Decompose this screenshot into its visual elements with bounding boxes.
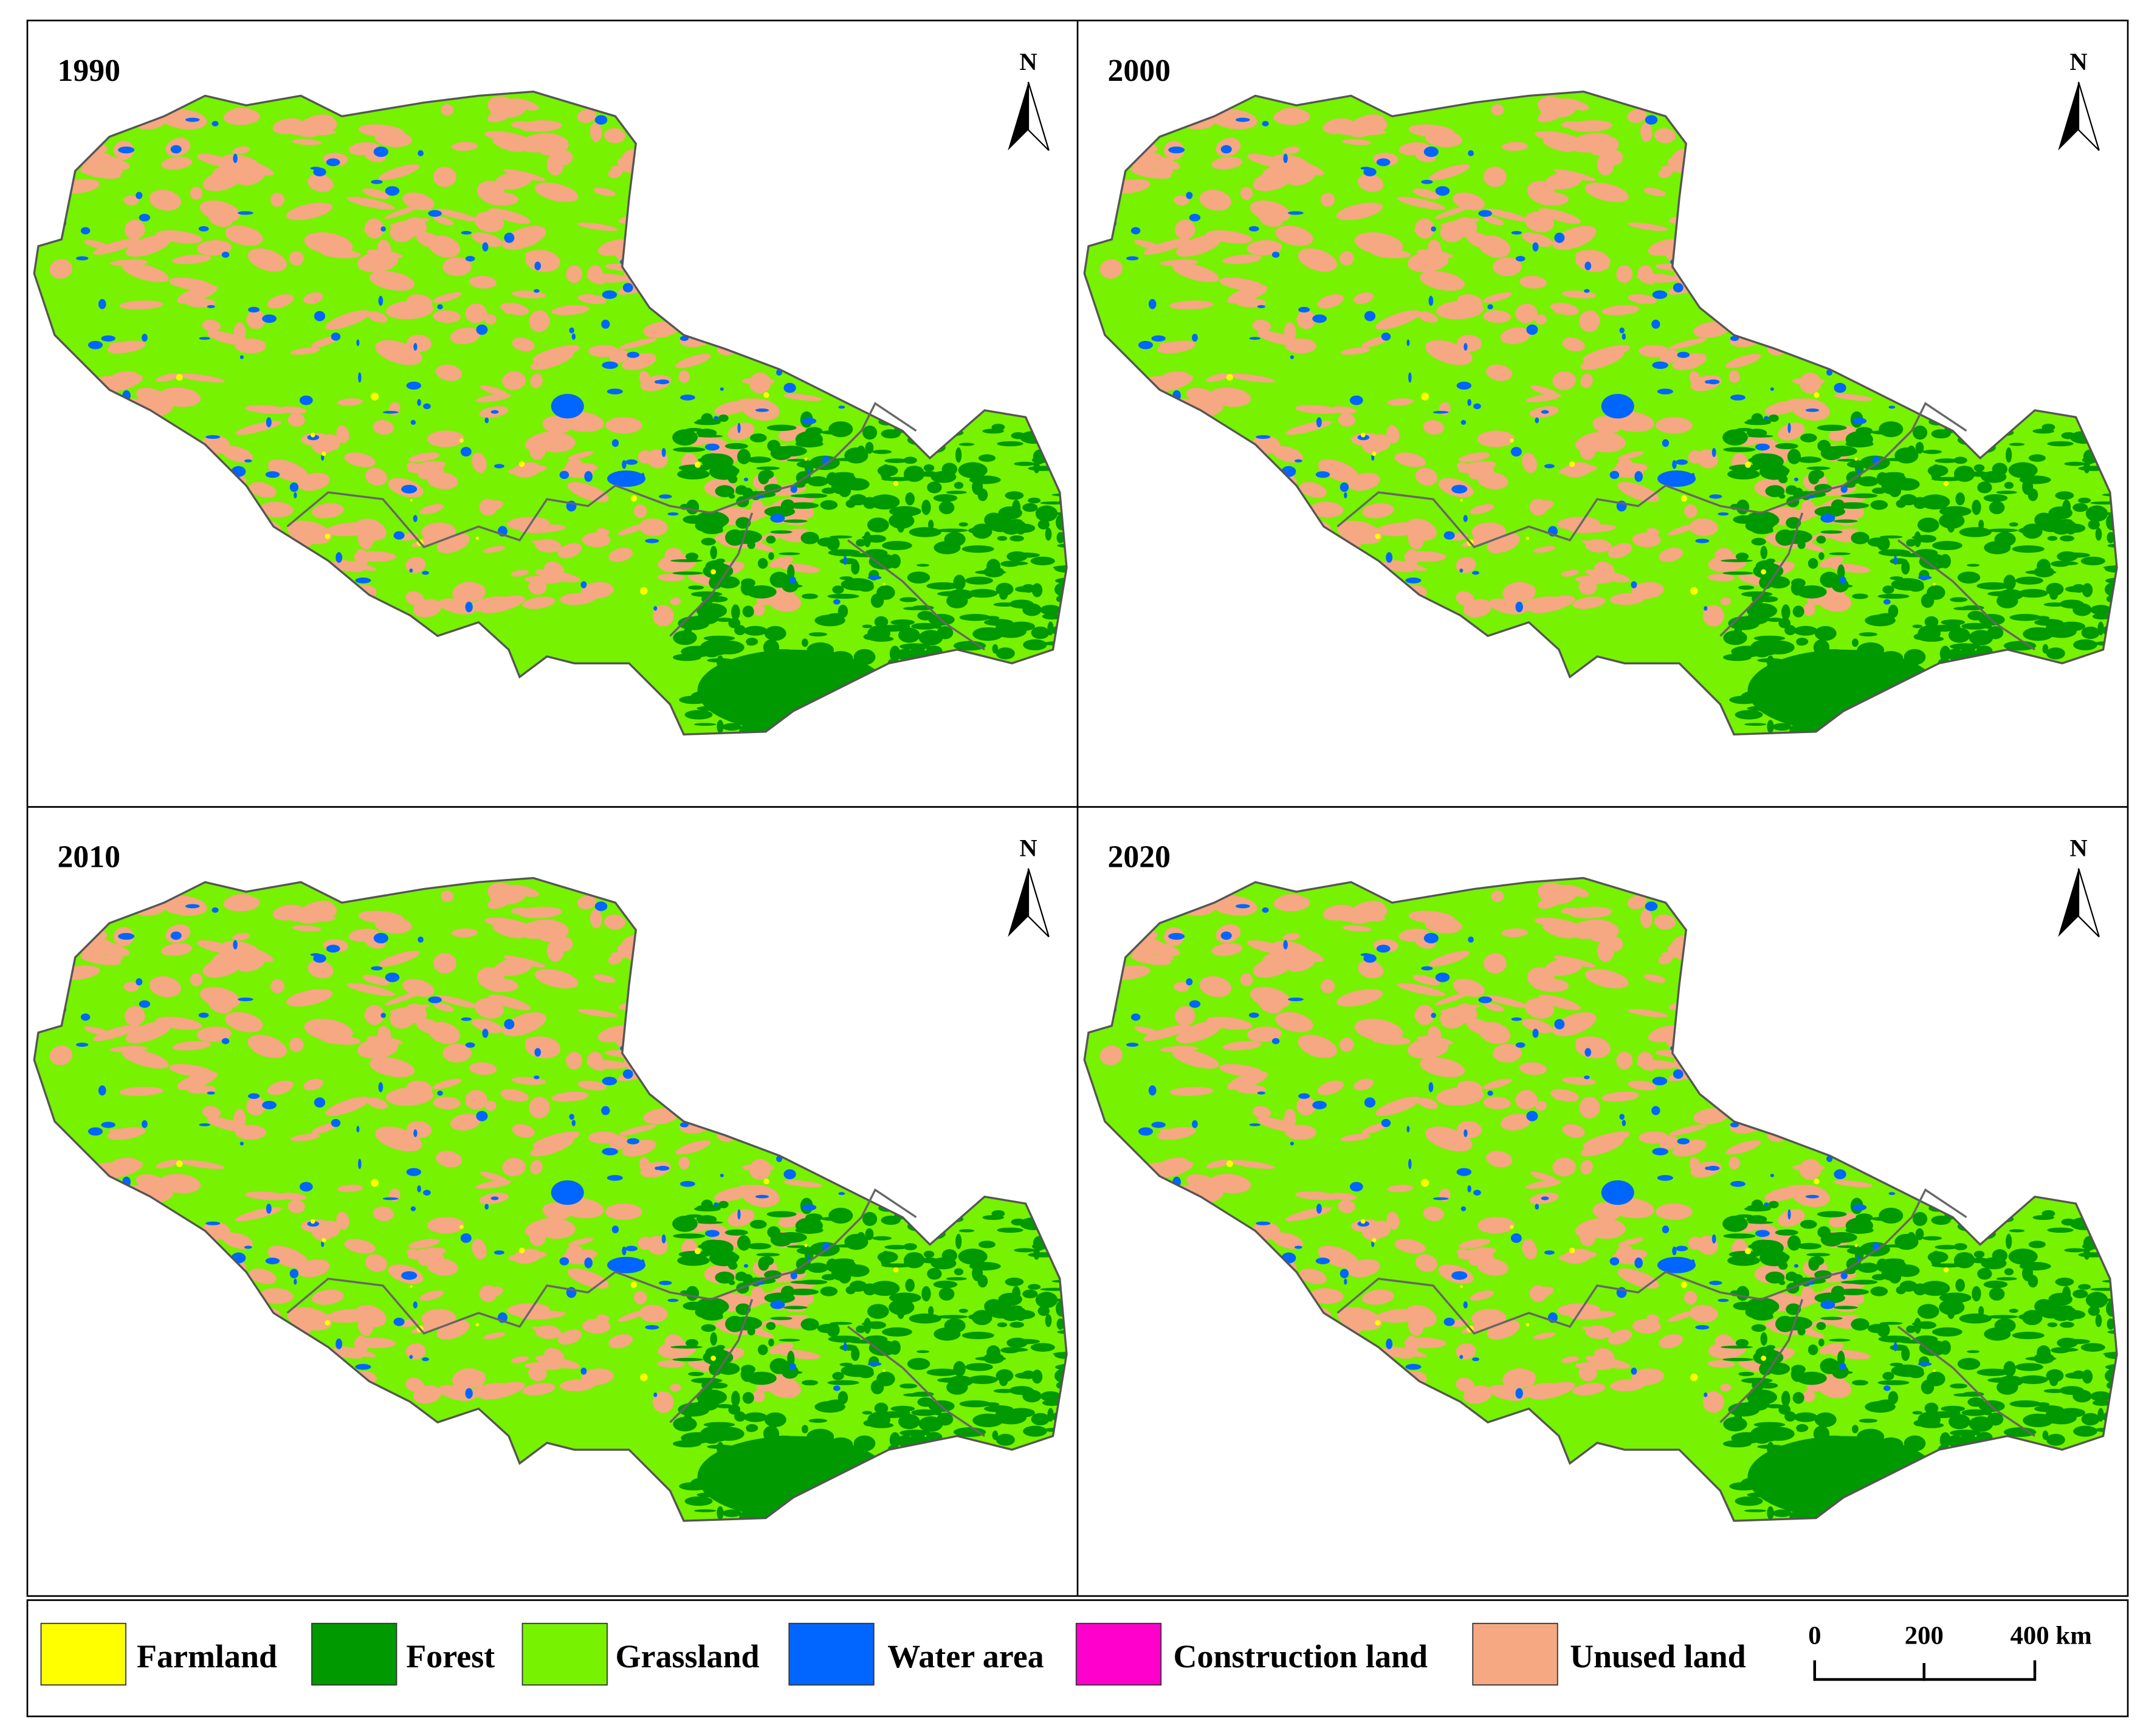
panel-title: 2010: [58, 840, 121, 875]
legend-swatch: [788, 1622, 875, 1686]
legend-label: Farmland: [137, 1638, 277, 1675]
panel-title: 1990: [58, 53, 121, 88]
panel-title: 2020: [1108, 840, 1171, 875]
north-arrow: [1008, 868, 1028, 937]
map: [19, 75, 1095, 759]
map-panel: 2020 N: [1070, 835, 2143, 1546]
north-arrow: [2058, 868, 2079, 937]
north-arrow: [1027, 868, 1050, 938]
north-label: N: [1019, 48, 1037, 75]
scale-label: 200: [1905, 1622, 1944, 1650]
legend-swatch: [311, 1622, 397, 1686]
map: [1070, 75, 2143, 759]
north-arrow: [2058, 82, 2079, 151]
legend-label: Construction land: [1174, 1638, 1428, 1675]
legend-swatch: [1472, 1622, 1558, 1686]
north-label: N: [1019, 835, 1037, 862]
legend-swatch: [40, 1622, 126, 1686]
map-panel: 2010 N: [19, 835, 1095, 1546]
north-arrow: [2077, 868, 2100, 938]
north-arrow: [2077, 81, 2100, 151]
scale-label: 0: [1808, 1622, 1821, 1650]
north-label: N: [2069, 48, 2087, 75]
north-arrow: [1027, 81, 1050, 151]
layout: 0 200 400 km 1990 N 2000 N 2010 N 2020 N Farmlan…: [19, 19, 2143, 1718]
panel-title: 2000: [1108, 53, 1171, 88]
map-panel: 1990 N: [19, 48, 1095, 759]
north-arrow: [1008, 82, 1028, 151]
legend-frame: [26, 1599, 2129, 1718]
legend-swatch: [1075, 1622, 1162, 1686]
map: [1070, 862, 2143, 1546]
scale-label: 400 km: [2011, 1622, 2092, 1650]
map-panel: 2000 N: [1070, 48, 2143, 759]
map: [19, 862, 1095, 1546]
legend-label: Grassland: [616, 1638, 760, 1675]
legend-label: Water area: [887, 1638, 1044, 1675]
legend-label: Unused land: [1570, 1638, 1746, 1675]
legend-swatch: [521, 1622, 608, 1686]
legend-label: Forest: [406, 1638, 495, 1675]
north-label: N: [2069, 835, 2087, 862]
